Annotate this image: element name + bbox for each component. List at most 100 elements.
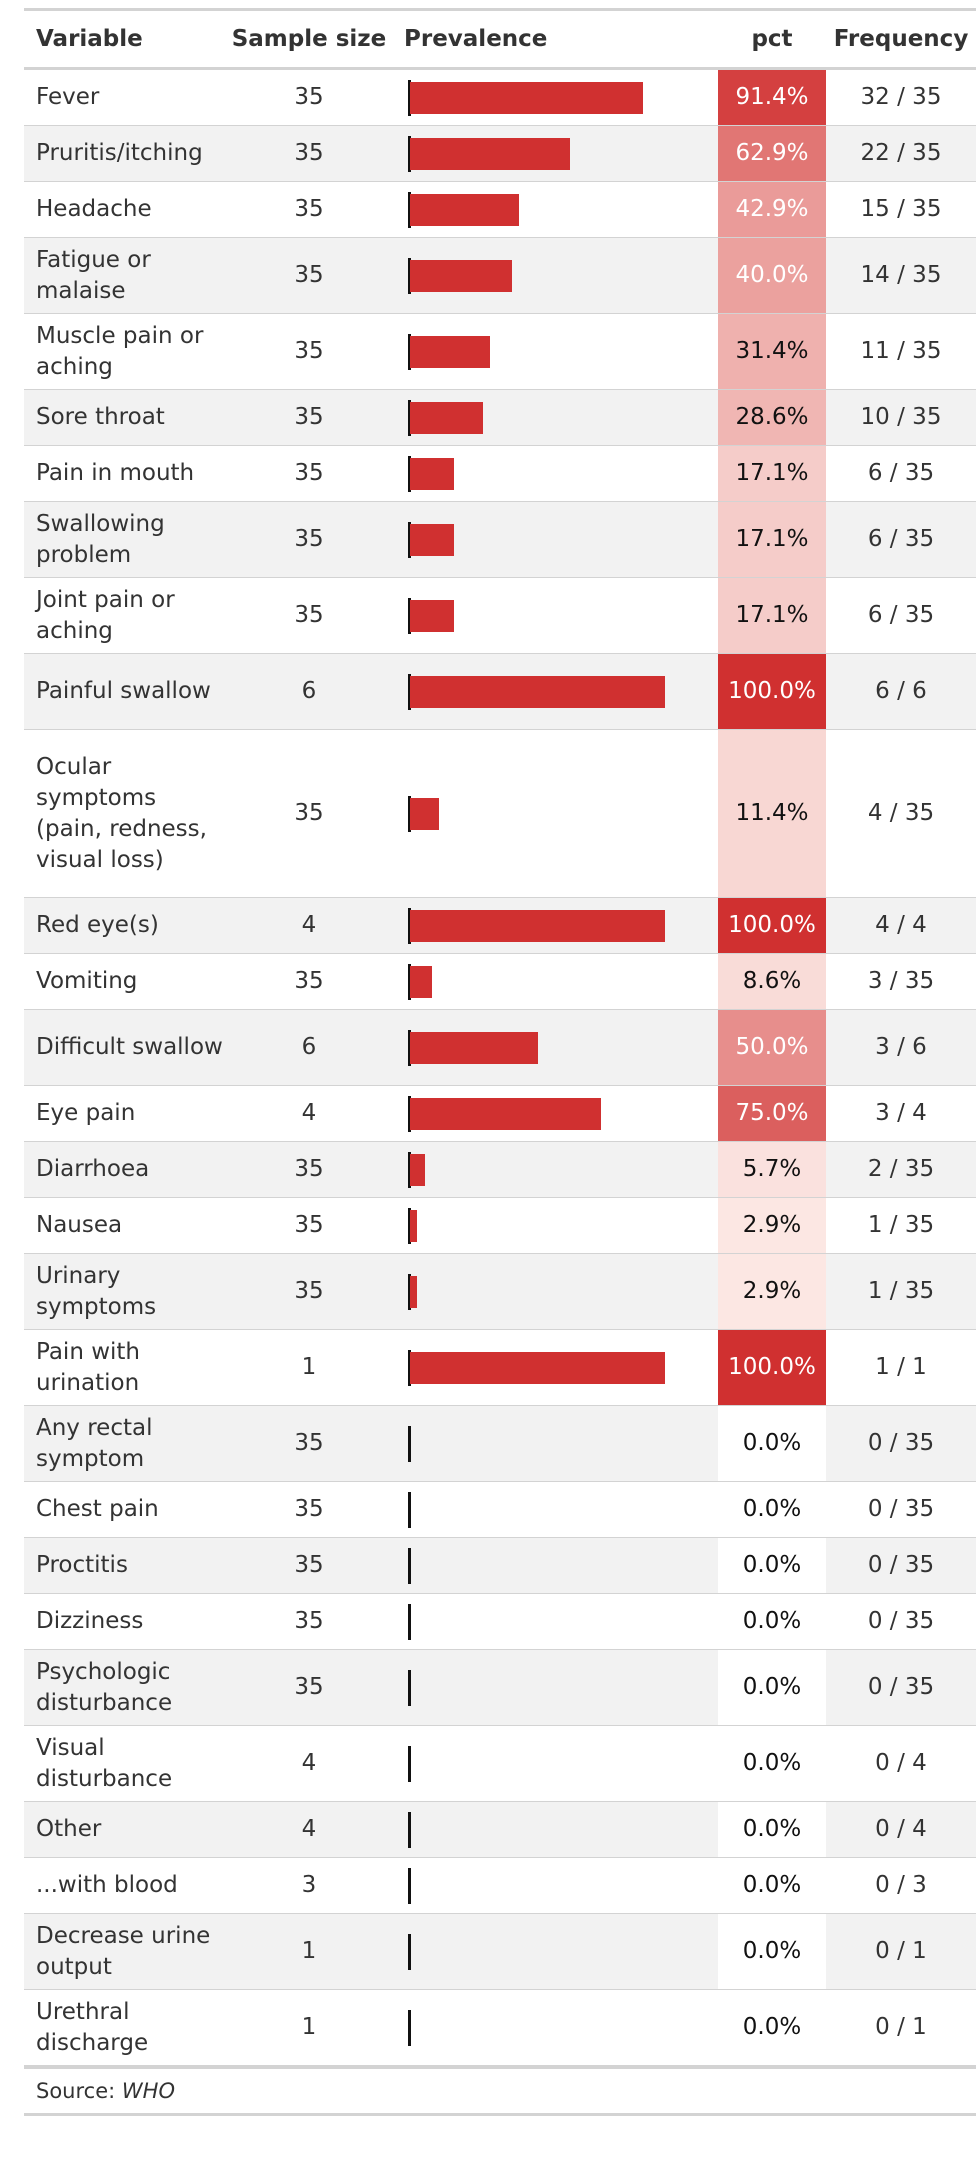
- prevalence-axis-line: [408, 1273, 411, 1310]
- table-end-rule: [24, 2113, 976, 2116]
- variable-cell: Fatigue or malaise: [36, 246, 151, 304]
- table-row: Fever 35 91.4% 32 / 35: [24, 70, 976, 126]
- pct-cell: 2.9%: [718, 1254, 826, 1329]
- variable-cell: Decrease urine output: [36, 1922, 211, 1980]
- variable-cell: Pruritis/itching: [36, 140, 203, 166]
- pct-cell: 0.0%: [718, 1914, 826, 1989]
- frequency-cell: 0 / 35: [867, 1496, 935, 1522]
- pct-cell: 0.0%: [718, 1726, 826, 1801]
- frequency-cell: 0 / 35: [867, 1552, 935, 1578]
- sample-size-cell: 1: [301, 1354, 317, 1380]
- prevalence-bar: [410, 457, 454, 490]
- sample-size-cell: 35: [294, 1674, 324, 1700]
- prevalence-axis-line: [408, 1095, 411, 1132]
- source-name: WHO: [121, 2079, 175, 2103]
- pct-cell: 40.0%: [718, 238, 826, 313]
- frequency-cell: 6 / 6: [875, 678, 927, 704]
- prevalence-bar: [410, 675, 665, 708]
- table-row: ...with blood 3 0.0% 0 / 3: [24, 1858, 976, 1914]
- frequency-cell: 3 / 35: [867, 968, 935, 994]
- variable-cell: Proctitis: [36, 1552, 128, 1578]
- pct-cell: 42.9%: [718, 182, 826, 237]
- prevalence-axis-line: [408, 191, 411, 228]
- prevalence-bar: [410, 193, 519, 226]
- pct-cell: 0.0%: [718, 1406, 826, 1481]
- frequency-cell: 22 / 35: [860, 140, 942, 166]
- frequency-cell: 10 / 35: [860, 404, 942, 430]
- table-row: Nausea 35 2.9% 1 / 35: [24, 1198, 976, 1254]
- sample-size-cell: 4: [301, 1100, 317, 1126]
- table-row: Fatigue or malaise 35 40.0% 14 / 35: [24, 238, 976, 314]
- frequency-cell: 6 / 35: [867, 602, 935, 628]
- pct-cell: 0.0%: [718, 1990, 826, 2065]
- frequency-cell: 0 / 3: [875, 1872, 927, 1898]
- prevalence-axis-line: [408, 1603, 411, 1640]
- variable-cell: Red eye(s): [36, 912, 159, 938]
- variable-cell: Visual disturbance: [36, 1734, 173, 1792]
- pct-cell: 17.1%: [718, 502, 826, 577]
- table-row: Visual disturbance 4 0.0% 0 / 4: [24, 1726, 976, 1802]
- pct-cell: 17.1%: [718, 578, 826, 653]
- variable-cell: Any rectal symptom: [36, 1414, 153, 1472]
- sample-size-cell: 35: [294, 1496, 324, 1522]
- frequency-cell: 3 / 6: [875, 1034, 927, 1060]
- table-row: Muscle pain or aching 35 31.4% 11 / 35: [24, 314, 976, 390]
- table-row: Decrease urine output 1 0.0% 0 / 1: [24, 1914, 976, 1990]
- frequency-cell: 15 / 35: [860, 196, 942, 222]
- sample-size-cell: 35: [294, 800, 324, 826]
- prevalence-axis-line: [408, 399, 411, 436]
- sample-size-cell: 35: [294, 1430, 324, 1456]
- sample-size-cell: 35: [294, 1278, 324, 1304]
- pct-cell: 11.4%: [718, 730, 826, 897]
- table-row: Diarrhoea 35 5.7% 2 / 35: [24, 1142, 976, 1198]
- table-row: Painful swallow 6 100.0% 6 / 6: [24, 654, 976, 730]
- prevalence-bar: [410, 335, 490, 368]
- prevalence-bar: [410, 797, 439, 830]
- header-sample-size: Sample size: [231, 26, 387, 52]
- prevalence-axis-line: [408, 521, 411, 558]
- prevalence-bar: [410, 1097, 601, 1130]
- table-row: Chest pain 35 0.0% 0 / 35: [24, 1482, 976, 1538]
- table-row: Psychologic disturbance 35 0.0% 0 / 35: [24, 1650, 976, 1726]
- sample-size-cell: 35: [294, 404, 324, 430]
- pct-cell: 100.0%: [718, 898, 826, 953]
- sample-size-cell: 35: [294, 460, 324, 486]
- table-row: Pain with urination 1 100.0% 1 / 1: [24, 1330, 976, 1406]
- sample-size-cell: 35: [294, 602, 324, 628]
- frequency-cell: 3 / 4: [875, 1100, 927, 1126]
- prevalence-table: Variable Sample size Prevalence pct Freq…: [24, 8, 976, 2116]
- variable-cell: Diarrhoea: [36, 1156, 150, 1182]
- frequency-cell: 2 / 35: [867, 1156, 935, 1182]
- pct-cell: 17.1%: [718, 446, 826, 501]
- prevalence-axis-line: [408, 1745, 411, 1782]
- pct-cell: 28.6%: [718, 390, 826, 445]
- frequency-cell: 6 / 35: [867, 460, 935, 486]
- prevalence-axis-line: [408, 907, 411, 944]
- prevalence-axis-line: [408, 1547, 411, 1584]
- frequency-cell: 0 / 35: [867, 1608, 935, 1634]
- variable-cell: Joint pain or aching: [36, 586, 175, 644]
- prevalence-axis-line: [408, 1669, 411, 1706]
- table-row: Red eye(s) 4 100.0% 4 / 4: [24, 898, 976, 954]
- sample-size-cell: 1: [301, 1938, 317, 1964]
- source-note: Source: WHO: [24, 2069, 976, 2113]
- pct-cell: 0.0%: [718, 1594, 826, 1649]
- variable-cell: Pain in mouth: [36, 460, 195, 486]
- sample-size-cell: 3: [301, 1872, 317, 1898]
- sample-size-cell: 35: [294, 338, 324, 364]
- frequency-cell: 14 / 35: [860, 262, 942, 288]
- pct-cell: 2.9%: [718, 1198, 826, 1253]
- prevalence-bar: [410, 965, 432, 998]
- table-row: Proctitis 35 0.0% 0 / 35: [24, 1538, 976, 1594]
- prevalence-bar: [410, 909, 665, 942]
- frequency-cell: 4 / 35: [867, 800, 935, 826]
- prevalence-axis-line: [408, 597, 411, 634]
- pct-cell: 5.7%: [718, 1142, 826, 1197]
- variable-cell: Other: [36, 1816, 102, 1842]
- prevalence-axis-line: [408, 333, 411, 370]
- prevalence-axis-line: [408, 1491, 411, 1528]
- table-bottom-rule: [24, 2066, 976, 2069]
- table-row: Joint pain or aching 35 17.1% 6 / 35: [24, 578, 976, 654]
- sample-size-cell: 35: [294, 1212, 324, 1238]
- sample-size-cell: 4: [301, 912, 317, 938]
